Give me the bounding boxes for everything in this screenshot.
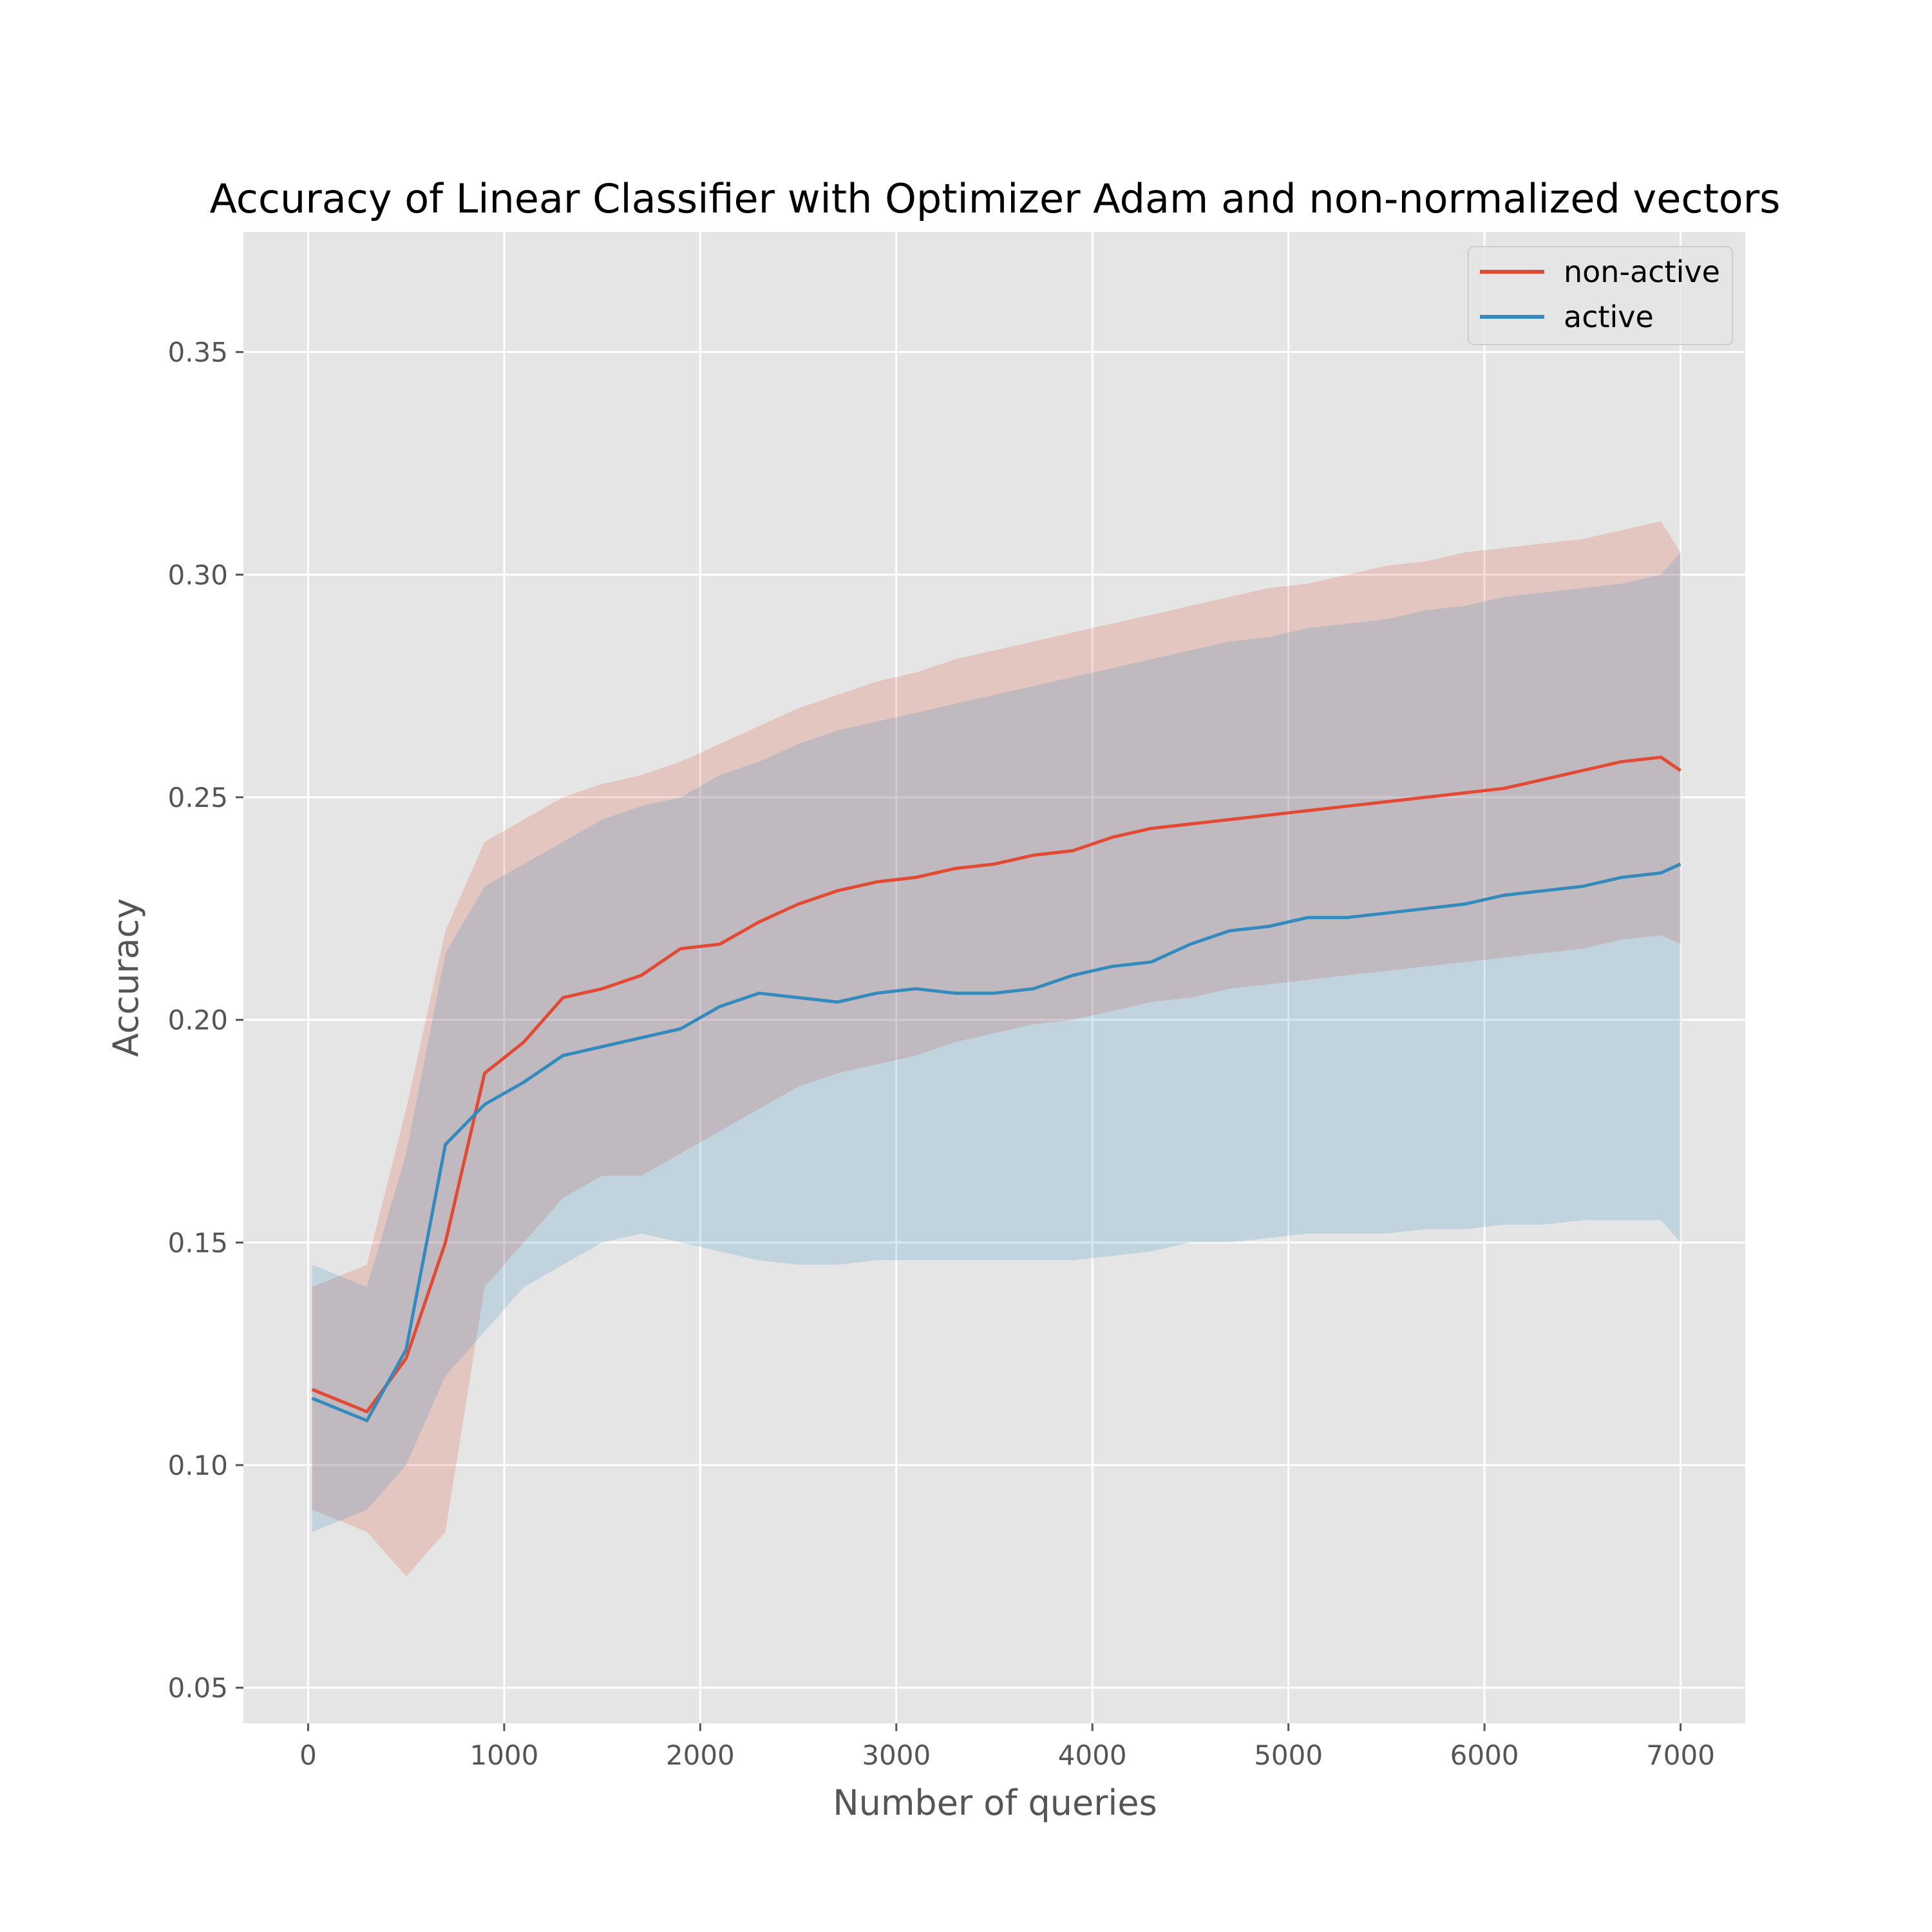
band-non-active (312, 521, 1681, 1577)
y-axis-label: Accuracy (106, 898, 146, 1057)
x-tick-label: 4000 (1058, 1739, 1127, 1771)
y-tick-label: 0.05 (167, 1672, 228, 1704)
y-tick-label: 0.30 (167, 559, 228, 591)
x-tick-label: 0 (299, 1739, 317, 1771)
y-tick-label: 0.35 (167, 337, 228, 368)
x-tick-label: 3000 (862, 1739, 931, 1771)
grid-lines (243, 232, 1745, 1723)
series-line-active (311, 862, 1681, 1423)
legend-label-non-active: non-active (1564, 254, 1720, 289)
x-tick-label: 2000 (666, 1739, 735, 1771)
confidence-bands (312, 521, 1681, 1577)
plot-area (243, 232, 1745, 1723)
y-tick-label: 0.15 (167, 1227, 228, 1258)
series-lines (311, 755, 1681, 1423)
y-tick-label: 0.20 (167, 1005, 228, 1036)
y-axis-ticks: 0.05 0.10 0.15 0.20 0.25 0.30 0.35 (167, 337, 243, 1704)
series-line-non-active (311, 755, 1681, 1414)
x-tick-label: 7000 (1646, 1739, 1715, 1771)
x-tick-label: 6000 (1450, 1739, 1519, 1771)
x-axis-label: Number of queries (833, 1783, 1157, 1823)
legend-label-active: active (1564, 299, 1654, 334)
y-tick-label: 0.10 (167, 1450, 228, 1481)
x-axis-ticks: 0 1000 2000 3000 4000 5000 6000 7000 (299, 1723, 1715, 1771)
band-active (312, 552, 1681, 1532)
chart-title: Accuracy of Linear Classifier with Optim… (209, 175, 1780, 222)
x-tick-label: 1000 (469, 1739, 538, 1771)
x-tick-label: 5000 (1254, 1739, 1323, 1771)
legend: non-active active (1468, 246, 1733, 345)
y-tick-label: 0.25 (167, 782, 228, 813)
